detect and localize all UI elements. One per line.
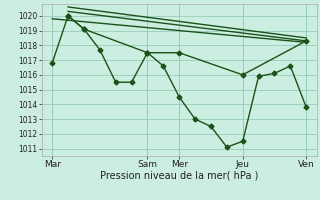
X-axis label: Pression niveau de la mer( hPa ): Pression niveau de la mer( hPa ) [100,171,258,181]
